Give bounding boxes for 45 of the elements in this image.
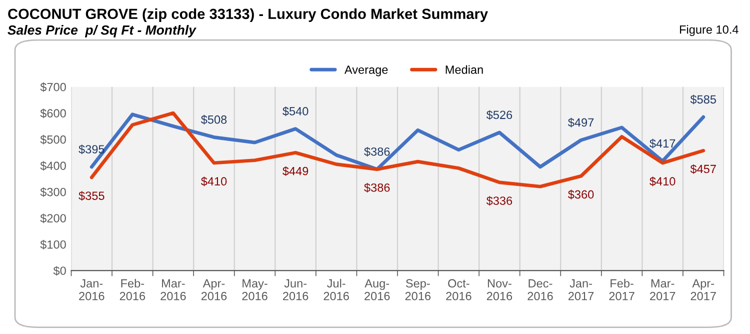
y-tick-label: $300 (40, 187, 66, 197)
x-tick-label: Apr- 2017 (690, 279, 716, 300)
x-tick-label: Mar- 2016 (160, 279, 186, 300)
data-label: $395 (78, 144, 104, 154)
data-label: $355 (78, 191, 104, 201)
x-tick-label: Jan- 2016 (79, 279, 104, 300)
x-tick-label: May- 2016 (242, 279, 268, 300)
data-label: $336 (486, 196, 512, 206)
x-tick-label: Aug- 2016 (364, 279, 390, 300)
data-label: $386 (364, 146, 390, 156)
y-tick-label: $0 (53, 266, 66, 276)
x-tick-label: Feb- 2017 (609, 278, 634, 300)
data-label: $449 (282, 166, 308, 176)
chart-subtitle: Sales Price p/ Sq Ft - Monthly (8, 25, 196, 38)
x-tick-label: Apr- 2016 (201, 279, 227, 300)
data-label: $585 (690, 94, 716, 104)
x-tick-label: Mar- 2017 (650, 279, 676, 300)
y-tick-label: $100 (40, 240, 66, 250)
data-label: $540 (282, 106, 308, 116)
data-label: $410 (650, 176, 676, 186)
x-tick-label: Sep- 2016 (405, 279, 431, 300)
data-label: $497 (568, 118, 594, 128)
y-tick-label: $700 (40, 82, 66, 92)
legend-label: Median (446, 65, 483, 74)
data-label: $417 (650, 138, 676, 148)
y-tick-label: $500 (40, 134, 66, 144)
data-label: $360 (568, 190, 594, 200)
chart-title: COCONUT GROVE (zip code 33133) - Luxury Condo Market Summary (8, 8, 488, 22)
y-tick-label: $600 (40, 108, 66, 118)
x-tick-label: Jun- 2016 (283, 279, 308, 300)
y-tick-label: $200 (40, 214, 66, 224)
x-tick-label: Oct- 2016 (446, 279, 472, 300)
x-tick-label: Jan- 2017 (568, 279, 594, 300)
data-label: $386 (364, 182, 390, 193)
legend-label: Average (344, 66, 388, 76)
data-label: $508 (200, 114, 227, 124)
data-label: $410 (200, 176, 227, 186)
data-label: $526 (486, 110, 512, 120)
x-tick-label: Nov- 2016 (486, 279, 512, 300)
y-tick-label: $400 (40, 161, 66, 171)
caption: Figure 10.4 (680, 25, 738, 36)
x-tick-label: Dec- 2016 (528, 279, 553, 300)
x-tick-label: Jul- 2016 (324, 278, 349, 300)
x-tick-label: Feb- 2016 (120, 278, 146, 300)
data-label: $457 (690, 164, 716, 174)
